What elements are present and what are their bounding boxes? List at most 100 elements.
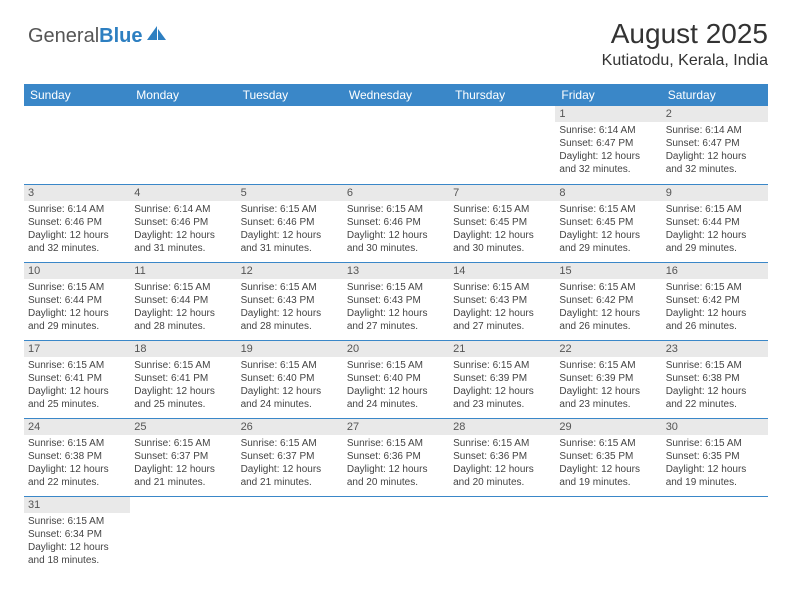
day-number: 16 <box>662 263 768 279</box>
day-info-line: Daylight: 12 hours <box>28 307 126 320</box>
calendar-week-row: 24Sunrise: 6:15 AMSunset: 6:38 PMDayligh… <box>24 418 768 496</box>
day-number: 21 <box>449 341 555 357</box>
day-info-line: Sunrise: 6:14 AM <box>666 124 764 137</box>
day-info-line: Sunrise: 6:15 AM <box>666 203 764 216</box>
calendar-day-cell: 10Sunrise: 6:15 AMSunset: 6:44 PMDayligh… <box>24 262 130 340</box>
calendar-day-cell: 1Sunrise: 6:14 AMSunset: 6:47 PMDaylight… <box>555 106 661 184</box>
day-info-line: Daylight: 12 hours <box>347 463 445 476</box>
day-number: 25 <box>130 419 236 435</box>
calendar-day-cell: 28Sunrise: 6:15 AMSunset: 6:36 PMDayligh… <box>449 418 555 496</box>
day-info-line: Sunset: 6:37 PM <box>134 450 232 463</box>
day-info-line: and 30 minutes. <box>347 242 445 255</box>
day-info-line: Daylight: 12 hours <box>559 385 657 398</box>
day-info-line: Daylight: 12 hours <box>134 385 232 398</box>
day-number: 11 <box>130 263 236 279</box>
weekday-header: Wednesday <box>343 84 449 106</box>
day-info-line: Daylight: 12 hours <box>559 307 657 320</box>
day-number: 13 <box>343 263 449 279</box>
weekday-header: Friday <box>555 84 661 106</box>
calendar-week-row: 3Sunrise: 6:14 AMSunset: 6:46 PMDaylight… <box>24 184 768 262</box>
day-info-line: and 23 minutes. <box>453 398 551 411</box>
location: Kutiatodu, Kerala, India <box>602 52 768 70</box>
calendar-day-cell: 22Sunrise: 6:15 AMSunset: 6:39 PMDayligh… <box>555 340 661 418</box>
day-info-line: Sunrise: 6:15 AM <box>241 203 339 216</box>
day-info-line: Sunrise: 6:15 AM <box>134 437 232 450</box>
day-info-line: and 23 minutes. <box>559 398 657 411</box>
day-info-line: Sunset: 6:38 PM <box>28 450 126 463</box>
weekday-header: Tuesday <box>237 84 343 106</box>
day-info-line: Sunset: 6:36 PM <box>453 450 551 463</box>
day-info-line: Sunset: 6:45 PM <box>559 216 657 229</box>
calendar-day-cell <box>555 496 661 574</box>
calendar-day-cell: 12Sunrise: 6:15 AMSunset: 6:43 PMDayligh… <box>237 262 343 340</box>
day-number: 3 <box>24 185 130 201</box>
day-info-line: Sunset: 6:40 PM <box>347 372 445 385</box>
day-number: 23 <box>662 341 768 357</box>
calendar-day-cell <box>449 496 555 574</box>
day-number: 22 <box>555 341 661 357</box>
calendar-week-row: 10Sunrise: 6:15 AMSunset: 6:44 PMDayligh… <box>24 262 768 340</box>
day-info-line: Daylight: 12 hours <box>453 463 551 476</box>
calendar-day-cell: 30Sunrise: 6:15 AMSunset: 6:35 PMDayligh… <box>662 418 768 496</box>
calendar-day-cell: 13Sunrise: 6:15 AMSunset: 6:43 PMDayligh… <box>343 262 449 340</box>
day-number: 8 <box>555 185 661 201</box>
day-info-line: Sunrise: 6:15 AM <box>453 203 551 216</box>
day-info-line: and 31 minutes. <box>134 242 232 255</box>
day-number: 19 <box>237 341 343 357</box>
day-info-line: Daylight: 12 hours <box>134 463 232 476</box>
calendar-day-cell: 24Sunrise: 6:15 AMSunset: 6:38 PMDayligh… <box>24 418 130 496</box>
weekday-header-row: SundayMondayTuesdayWednesdayThursdayFrid… <box>24 84 768 106</box>
calendar-day-cell: 29Sunrise: 6:15 AMSunset: 6:35 PMDayligh… <box>555 418 661 496</box>
calendar-week-row: 17Sunrise: 6:15 AMSunset: 6:41 PMDayligh… <box>24 340 768 418</box>
day-info-line: and 26 minutes. <box>666 320 764 333</box>
day-info-line: Sunset: 6:44 PM <box>28 294 126 307</box>
day-info-line: Sunrise: 6:15 AM <box>453 437 551 450</box>
day-number: 10 <box>24 263 130 279</box>
day-info-line: Daylight: 12 hours <box>134 229 232 242</box>
day-info-line: Sunset: 6:45 PM <box>453 216 551 229</box>
day-info-line: and 27 minutes. <box>347 320 445 333</box>
day-info-line: and 32 minutes. <box>28 242 126 255</box>
calendar-body: 1Sunrise: 6:14 AMSunset: 6:47 PMDaylight… <box>24 106 768 574</box>
day-info-line: Sunrise: 6:15 AM <box>559 203 657 216</box>
day-info-line: Daylight: 12 hours <box>347 385 445 398</box>
day-info-line: Daylight: 12 hours <box>453 385 551 398</box>
day-info-line: Sunset: 6:43 PM <box>453 294 551 307</box>
day-info-line: Sunrise: 6:14 AM <box>559 124 657 137</box>
month-title: August 2025 <box>602 18 768 50</box>
day-info-line: Sunset: 6:36 PM <box>347 450 445 463</box>
day-info-line: Sunset: 6:46 PM <box>134 216 232 229</box>
day-info-line: Sunset: 6:34 PM <box>28 528 126 541</box>
day-info-line: Daylight: 12 hours <box>28 229 126 242</box>
day-info-line: Daylight: 12 hours <box>28 541 126 554</box>
day-info-line: and 21 minutes. <box>241 476 339 489</box>
day-info-line: Daylight: 12 hours <box>559 463 657 476</box>
day-info-line: Sunset: 6:43 PM <box>241 294 339 307</box>
day-info-line: and 32 minutes. <box>666 163 764 176</box>
day-number: 30 <box>662 419 768 435</box>
calendar-day-cell: 18Sunrise: 6:15 AMSunset: 6:41 PMDayligh… <box>130 340 236 418</box>
day-info-line: Daylight: 12 hours <box>241 463 339 476</box>
day-info-line: and 24 minutes. <box>241 398 339 411</box>
calendar-day-cell: 9Sunrise: 6:15 AMSunset: 6:44 PMDaylight… <box>662 184 768 262</box>
calendar-day-cell <box>343 496 449 574</box>
calendar-day-cell: 3Sunrise: 6:14 AMSunset: 6:46 PMDaylight… <box>24 184 130 262</box>
day-info-line: and 25 minutes. <box>28 398 126 411</box>
calendar-week-row: 31Sunrise: 6:15 AMSunset: 6:34 PMDayligh… <box>24 496 768 574</box>
day-info-line: Sunrise: 6:15 AM <box>559 437 657 450</box>
day-number: 2 <box>662 106 768 122</box>
day-info-line: Sunrise: 6:15 AM <box>559 281 657 294</box>
calendar-day-cell: 14Sunrise: 6:15 AMSunset: 6:43 PMDayligh… <box>449 262 555 340</box>
calendar-day-cell: 17Sunrise: 6:15 AMSunset: 6:41 PMDayligh… <box>24 340 130 418</box>
day-number: 29 <box>555 419 661 435</box>
calendar-day-cell: 15Sunrise: 6:15 AMSunset: 6:42 PMDayligh… <box>555 262 661 340</box>
weekday-header: Monday <box>130 84 236 106</box>
day-number: 12 <box>237 263 343 279</box>
day-info-line: and 31 minutes. <box>241 242 339 255</box>
day-info-line: and 32 minutes. <box>559 163 657 176</box>
page-header: GeneralBlue August 2025 Kutiatodu, Keral… <box>0 0 792 78</box>
calendar-day-cell: 11Sunrise: 6:15 AMSunset: 6:44 PMDayligh… <box>130 262 236 340</box>
day-info-line: Sunset: 6:47 PM <box>559 137 657 150</box>
day-info-line: Daylight: 12 hours <box>666 385 764 398</box>
day-info-line: and 30 minutes. <box>453 242 551 255</box>
